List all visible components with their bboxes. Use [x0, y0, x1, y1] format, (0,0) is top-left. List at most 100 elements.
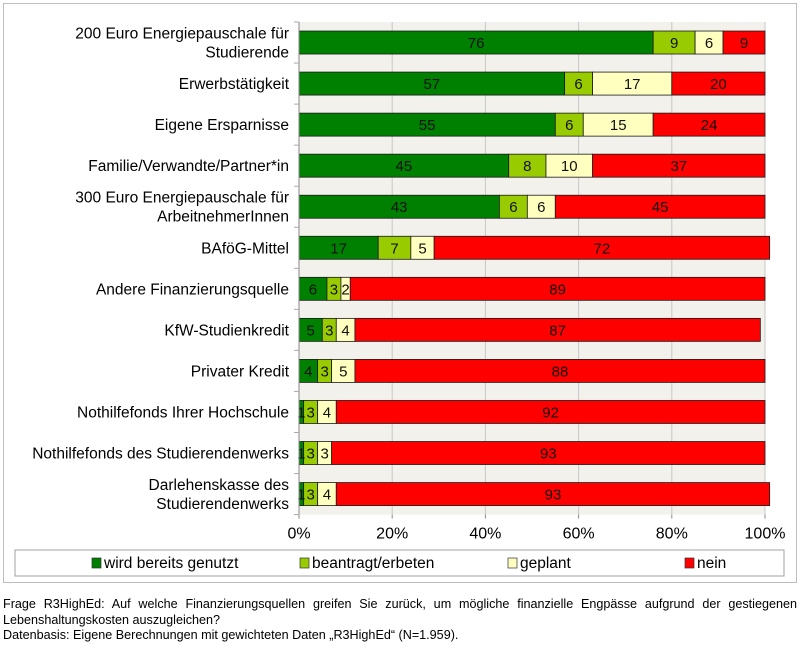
legend-swatch — [299, 557, 310, 569]
data-label: 3 — [325, 322, 333, 339]
data-label: 6 — [574, 76, 582, 93]
category-label-line: Nothilfefonds des Studierendenwerks — [32, 446, 289, 463]
legend-swatch — [91, 557, 102, 569]
category-label: Familie/Verwandte/Partner*in — [88, 158, 289, 175]
category-label-line: Darlehenskasse des — [149, 477, 290, 494]
bar-segment — [331, 441, 766, 465]
data-label: 89 — [549, 281, 566, 298]
plot-area — [299, 22, 765, 515]
data-label: 37 — [670, 158, 687, 175]
data-label: 1 — [297, 446, 305, 463]
legend-label: beantragt/erbeten — [312, 555, 434, 572]
data-label: 3 — [306, 446, 314, 463]
bar-segment — [354, 317, 761, 342]
data-label: 3 — [306, 487, 314, 504]
category-label-line: Erwerbstätigkeit — [179, 76, 290, 93]
category-label-line: BAföG-Mittel — [201, 240, 289, 257]
category-label: Andere Finanzierungsquelle — [96, 281, 289, 298]
category-label-line: Studierendenwerks — [156, 496, 289, 513]
data-label: 93 — [540, 446, 557, 463]
legend-label: nein — [697, 555, 726, 572]
data-label: 17 — [624, 76, 641, 93]
data-label: 1 — [297, 404, 305, 421]
data-label: 3 — [330, 281, 338, 298]
x-tick-label: 60% — [563, 526, 595, 543]
caption-source: Datenbasis: Eigene Berechnungen mit gewi… — [3, 628, 459, 642]
chart-frame: 76 9 6 9 57 6 17 20 55 6 15 24 45 8 10 37 43 6 6 45 17 7 5 72 6 3… — [3, 3, 797, 583]
data-label: 5 — [339, 363, 347, 380]
data-label: 15 — [610, 117, 627, 134]
data-label: 3 — [320, 446, 328, 463]
data-label: 76 — [468, 35, 485, 52]
legend-box — [14, 549, 785, 577]
data-label: 6 — [509, 199, 517, 216]
category-label: Nothilfefonds Ihrer Hochschule — [77, 404, 289, 421]
data-label: 4 — [304, 363, 312, 380]
category-label: KfW-Studienkredit — [164, 322, 289, 339]
data-label: 6 — [537, 199, 545, 216]
chart-caption: Frage R3HighEd: Auf welche Finanzierungs… — [3, 597, 797, 644]
data-label: 4 — [341, 322, 349, 339]
category-label: Eigene Ersparnisse — [155, 117, 289, 134]
category-label: Nothilfefonds des Studierendenwerks — [32, 446, 289, 463]
category-label: Erwerbstätigkeit — [179, 76, 290, 93]
data-label: 2 — [341, 281, 349, 298]
data-label: 72 — [594, 240, 611, 257]
x-tick-label: 100% — [745, 526, 786, 543]
x-tick-label: 20% — [376, 526, 408, 543]
category-label: 300 Euro Energiepauschale für Arbeitnehme… — [75, 190, 289, 226]
data-label: 6 — [705, 35, 713, 52]
data-label: 24 — [701, 117, 718, 134]
category-label-line: Eigene Ersparnisse — [155, 117, 289, 134]
bar-segment — [354, 359, 766, 383]
category-label: Darlehenskasse des Studierendenwerks — [149, 477, 290, 513]
category-label-line: KfW-Studienkredit — [164, 322, 289, 339]
data-label: 1 — [297, 487, 305, 504]
legend-label: geplant — [520, 555, 572, 572]
data-label: 9 — [670, 35, 678, 52]
data-label: 3 — [320, 363, 328, 380]
category-label-line: Privater Kredit — [191, 363, 290, 380]
category-label-line: Studierende — [205, 45, 289, 62]
data-label: 57 — [423, 76, 440, 93]
legend-label: wird bereits genutzt — [103, 555, 239, 572]
caption-question: Frage R3HighEd: Auf welche Finanzierungs… — [3, 597, 797, 627]
data-label: 87 — [549, 322, 566, 339]
data-label: 3 — [306, 404, 314, 421]
category-label-line: Nothilfefonds Ihrer Hochschule — [77, 404, 289, 421]
data-label: 45 — [396, 158, 413, 175]
data-label: 7 — [390, 240, 398, 257]
bar-segment — [722, 30, 766, 55]
category-label: 200 Euro Energiepauschale für Studierende — [75, 26, 289, 62]
x-tick-label: 40% — [469, 526, 501, 543]
category-label-line: Andere Finanzierungsquelle — [96, 281, 289, 298]
legend-swatch — [507, 557, 518, 569]
data-label: 5 — [418, 240, 426, 257]
bar-segment — [652, 112, 766, 137]
data-label: 20 — [710, 76, 727, 93]
data-label: 9 — [740, 35, 748, 52]
data-label: 45 — [652, 199, 669, 216]
data-label: 88 — [552, 363, 569, 380]
bar-segment — [349, 276, 766, 301]
data-label: 93 — [545, 487, 562, 504]
data-label: 92 — [542, 404, 559, 421]
bar-segment — [671, 71, 766, 96]
data-label: 5 — [306, 322, 314, 339]
data-label: 6 — [565, 117, 573, 134]
category-label: BAföG-Mittel — [201, 240, 289, 257]
x-tick-label: 0% — [287, 526, 310, 543]
data-label: 8 — [523, 158, 531, 175]
bar-segment — [592, 153, 766, 178]
data-label: 4 — [323, 404, 331, 421]
data-label: 43 — [391, 199, 408, 216]
bar-segment — [554, 194, 766, 219]
data-label: 10 — [561, 158, 578, 175]
data-label: 6 — [309, 281, 317, 298]
bar-segment — [335, 482, 771, 506]
category-label-line: Familie/Verwandte/Partner*in — [88, 158, 289, 175]
data-label: 4 — [323, 487, 331, 504]
data-label: 55 — [419, 117, 436, 134]
bar-segment — [433, 235, 771, 260]
